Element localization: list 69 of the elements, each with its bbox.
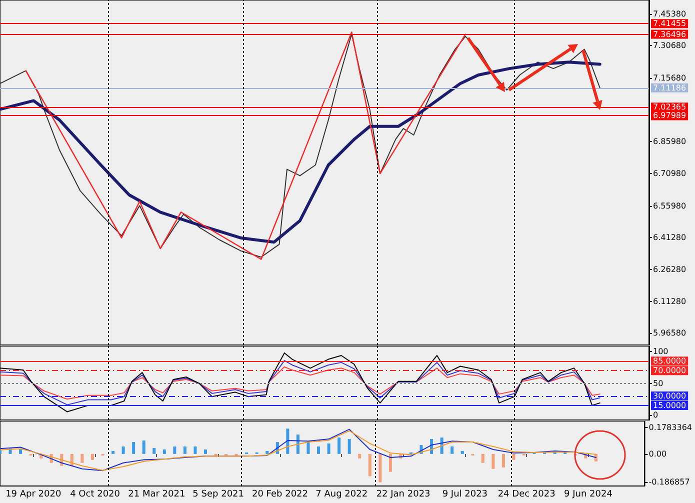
bar <box>152 448 156 454</box>
y-tick-label: -0.186857 <box>648 477 690 486</box>
ref-line-label: 30.0000 <box>653 391 686 400</box>
bar <box>358 454 362 458</box>
ref-line-label: 85.0000 <box>653 356 686 366</box>
bar <box>348 439 351 454</box>
y-tick-label: 7.30680 <box>653 41 686 50</box>
y-tick-label: 7.15680 <box>653 73 686 82</box>
y-tick-label: 6.85980 <box>653 136 686 146</box>
y-tick-label: 6.55980 <box>653 201 686 210</box>
ref-line-label: 7.02365 <box>653 102 686 112</box>
bar <box>378 454 382 482</box>
x-tick-label: 24 Dec 2023 <box>498 490 556 500</box>
bar <box>327 444 330 454</box>
bar <box>80 454 84 463</box>
bar <box>112 450 115 454</box>
bar <box>512 454 516 460</box>
bar <box>194 446 197 454</box>
bar <box>204 449 207 454</box>
line-series <box>0 34 600 258</box>
y-tick-label: 100 <box>653 347 668 356</box>
y-tick-label: 6.41280 <box>653 232 686 242</box>
bar <box>450 446 454 454</box>
bar <box>338 438 341 454</box>
bar <box>481 454 484 463</box>
bar <box>286 428 290 454</box>
ref-line-label: 70.0000 <box>653 366 686 376</box>
x-tick-label: 7 Aug 2022 <box>316 490 368 500</box>
ref-line-label: 15.0000 <box>653 400 686 410</box>
bar <box>492 454 495 469</box>
bar <box>122 446 125 454</box>
bar <box>317 446 320 454</box>
y-tick-label: 7.45380 <box>653 10 686 19</box>
ref-line-label: 7.41455 <box>653 19 686 28</box>
bar <box>132 442 136 454</box>
x-tick-label: 9 Jul 2023 <box>442 490 488 500</box>
x-tick-label: 5 Sep 2021 <box>192 490 244 500</box>
bar <box>306 442 310 454</box>
line-series <box>0 360 600 406</box>
x-tick-label: 19 Apr 2020 <box>6 490 62 500</box>
y-tick-label: 6.11280 <box>653 297 686 306</box>
y-tick-label: 0 <box>653 410 658 420</box>
ref-line-label: 7.36496 <box>653 30 686 39</box>
x-tick-label: 21 Mar 2021 <box>128 490 186 500</box>
y-tick-label: 6.70980 <box>653 169 686 178</box>
y-tick-label: 0.00 <box>648 449 667 458</box>
line-series <box>25 32 466 260</box>
line-series <box>0 366 600 400</box>
bar <box>162 449 166 454</box>
bar <box>388 454 392 472</box>
y-tick-label: 5.96580 <box>653 328 686 338</box>
bar <box>173 446 176 454</box>
bar <box>502 454 505 468</box>
bar <box>183 446 186 454</box>
bar <box>368 454 372 476</box>
y-tick-label: 6.26280 <box>653 264 686 274</box>
y-tick-label: 50 <box>653 378 664 388</box>
bar <box>460 450 464 454</box>
ref-line-label: 6.97989 <box>653 111 686 120</box>
bar <box>90 454 94 460</box>
bar <box>266 450 269 454</box>
x-tick-label: 22 Jan 2023 <box>376 490 430 500</box>
line-series <box>0 60 602 244</box>
bar <box>142 440 146 454</box>
ref-line-label: 7.11186 <box>653 83 686 92</box>
x-tick-label: 20 Feb 2022 <box>252 490 308 500</box>
x-tick-label: 4 Oct 2020 <box>70 490 120 500</box>
y-tick-label: 0.1783364 <box>648 422 692 432</box>
x-tick-label: 9 Jun 2024 <box>564 490 613 500</box>
